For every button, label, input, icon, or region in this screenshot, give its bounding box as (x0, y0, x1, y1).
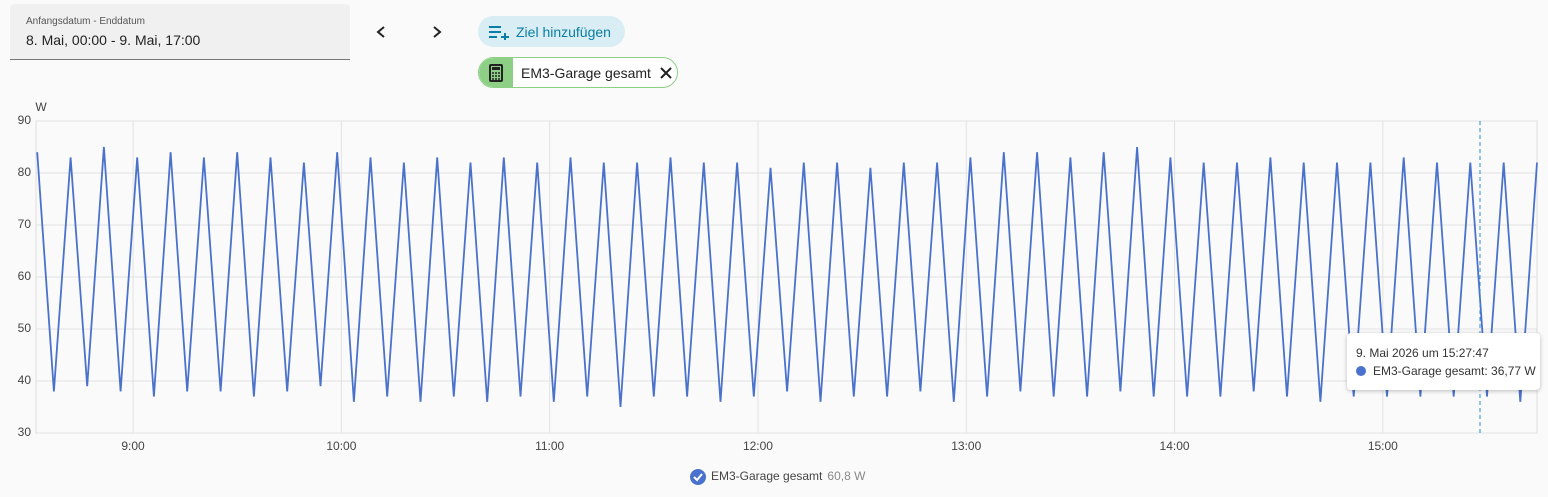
tooltip: 9. Mai 2026 um 15:27:47 EM3-Garage gesam… (1347, 333, 1540, 390)
y-tick-label: 30 (18, 425, 32, 439)
tooltip-marker (1356, 366, 1366, 376)
date-label: Anfangsdatum - Enddatum (26, 16, 145, 27)
chip-remove[interactable] (659, 66, 673, 80)
prev-button[interactable] (367, 18, 395, 46)
x-tick-label: 14:00 (1160, 439, 1190, 453)
target-chip[interactable]: EM3-Garage gesamt (478, 57, 678, 88)
x-tick-label: 10:00 (326, 439, 356, 453)
x-tick-label: 15:00 (1368, 439, 1398, 453)
next-button[interactable] (423, 18, 451, 46)
tooltip-time: 9. Mai 2026 um 15:27:47 (1356, 346, 1489, 360)
y-tick-label: 60 (18, 269, 32, 283)
y-unit: W (35, 100, 47, 114)
x-tick-label: 11:00 (535, 439, 564, 453)
legend-value: 60,8 W (827, 469, 866, 483)
y-tick-label: 90 (18, 113, 32, 127)
x-tick-label: 13:00 (951, 439, 981, 453)
tooltip-text: EM3-Garage gesamt: 36,77 W (1373, 364, 1536, 378)
y-tick-label: 70 (18, 217, 32, 231)
y-tick-label: 80 (18, 165, 32, 179)
legend-check[interactable] (690, 469, 706, 485)
legend-label[interactable]: EM3-Garage gesamt (711, 469, 823, 483)
legend-check-mark (693, 473, 703, 482)
y-tick-label: 50 (18, 321, 32, 335)
chip-label: EM3-Garage gesamt (521, 64, 651, 81)
x-tick-label: 12:00 (743, 439, 773, 453)
date-range-picker[interactable]: Anfangsdatum - Enddatum 8. Mai, 00:00 - … (10, 4, 350, 60)
date-value: 8. Mai, 00:00 - 9. Mai, 17:00 (26, 32, 201, 48)
add-target-button[interactable]: Ziel hinzufügen (478, 16, 625, 47)
y-tick-label: 40 (18, 373, 32, 387)
series-line (36, 146, 1538, 408)
x-tick-label: 9:00 (121, 439, 145, 453)
add-target-label: Ziel hinzufügen (516, 23, 611, 40)
